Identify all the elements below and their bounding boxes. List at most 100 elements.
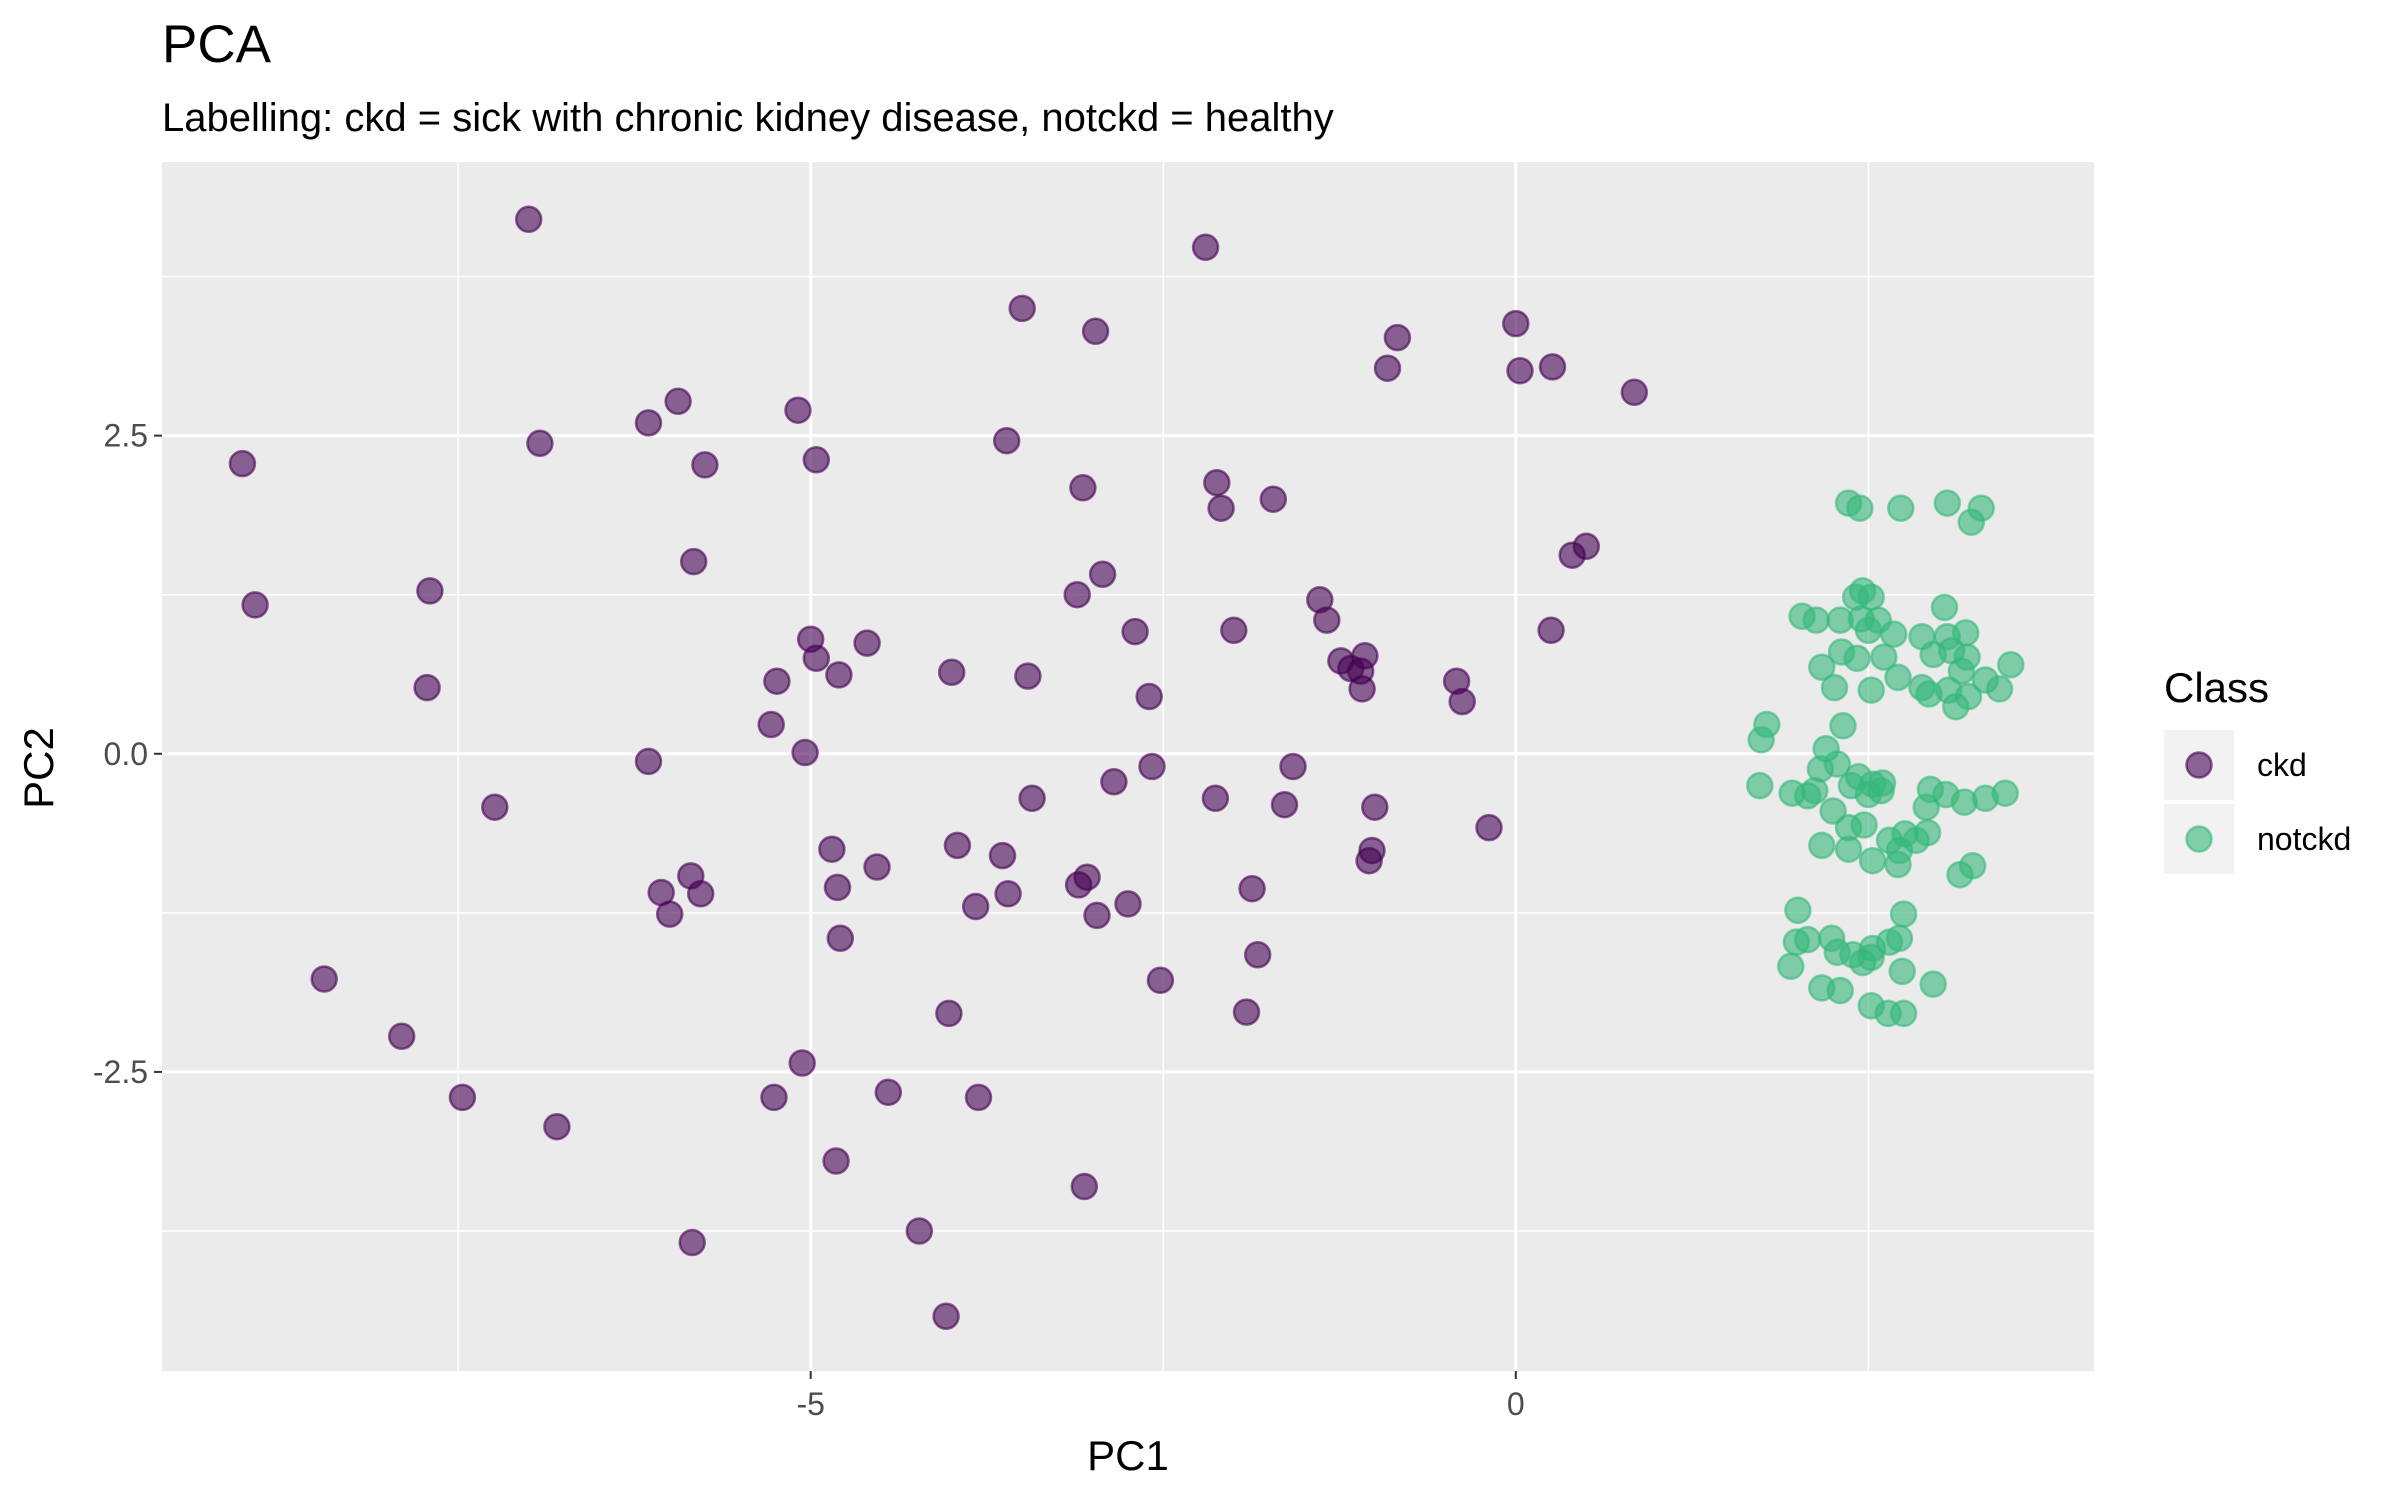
point-ckd	[1572, 532, 1601, 561]
point-ckd	[760, 1083, 788, 1112]
major-gridlines	[162, 162, 2094, 1371]
point-ckd	[1100, 768, 1128, 796]
point-notckd	[1746, 771, 1774, 800]
plot-panel	[162, 162, 2094, 1371]
point-ckd	[802, 644, 831, 673]
point-notckd	[1997, 650, 2025, 679]
point-notckd	[1885, 924, 1914, 953]
point-notckd	[1858, 846, 1887, 875]
x-tick-label: 0	[1507, 1386, 1525, 1422]
point-ckd	[791, 738, 819, 767]
point-notckd	[1867, 776, 1895, 805]
point-notckd	[1958, 852, 1987, 880]
point-ckd	[1313, 606, 1341, 634]
point-ckd	[526, 429, 554, 458]
point-ckd	[1361, 793, 1389, 821]
point-ckd	[686, 880, 715, 908]
point-ckd	[1448, 687, 1476, 716]
point-notckd	[1870, 643, 1898, 671]
point-ckd	[514, 205, 543, 234]
point-ckd	[802, 446, 831, 474]
point-ckd	[1538, 353, 1567, 381]
legend-label-ckd: ckd	[2257, 747, 2307, 783]
point-notckd	[1857, 676, 1885, 704]
legend: Class ckd notckd	[2164, 664, 2351, 874]
point-ckd	[1081, 317, 1110, 346]
point-ckd	[241, 591, 269, 619]
legend-title: Class	[2164, 664, 2269, 711]
point-ckd	[678, 1228, 706, 1257]
point-ckd	[961, 892, 990, 921]
point-notckd	[1793, 782, 1822, 810]
y-axis-title: PC2	[15, 727, 62, 809]
point-notckd	[1919, 970, 1947, 998]
point-ckd	[1537, 616, 1565, 645]
point-ckd	[1063, 580, 1091, 609]
point-notckd	[1820, 673, 1849, 702]
legend-marker-notckd	[2185, 825, 2213, 853]
point-ckd	[788, 1049, 816, 1077]
point-notckd	[1808, 653, 1836, 681]
point-ckd	[1232, 998, 1261, 1026]
point-ckd	[1008, 294, 1036, 323]
point-notckd	[1879, 620, 1908, 648]
point-ckd	[935, 999, 963, 1028]
point-ckd	[387, 1022, 416, 1051]
point-ckd	[988, 841, 1017, 870]
point-ckd	[1088, 560, 1117, 589]
point-ckd	[1355, 846, 1383, 875]
point-ckd	[1351, 642, 1379, 670]
data-points	[228, 205, 2025, 1331]
point-notckd	[1913, 818, 1942, 847]
point-ckd	[992, 426, 1021, 455]
point-notckd	[1846, 494, 1874, 522]
point-notckd	[1884, 850, 1912, 879]
point-ckd	[823, 873, 852, 902]
point-ckd	[1620, 378, 1649, 407]
point-ckd	[1114, 890, 1142, 918]
point-notckd	[1947, 657, 1976, 685]
point-ckd	[634, 747, 663, 776]
point-ckd	[481, 793, 509, 821]
point-notckd	[1991, 779, 2019, 807]
x-axis-ticks: -5 0	[796, 1371, 1525, 1422]
x-tick-label: -5	[796, 1386, 824, 1422]
point-ckd	[1203, 468, 1231, 497]
point-ckd	[784, 396, 812, 424]
point-ckd	[413, 673, 441, 702]
point-ckd	[1373, 354, 1402, 382]
point-ckd	[943, 831, 972, 860]
point-ckd	[1018, 784, 1046, 813]
point-ckd	[1238, 874, 1266, 903]
point-ckd	[825, 661, 853, 689]
point-ckd	[1070, 1172, 1099, 1201]
point-ckd	[1135, 682, 1163, 711]
legend-marker-ckd	[2185, 751, 2213, 779]
point-ckd	[416, 577, 444, 605]
point-ckd	[1014, 662, 1042, 690]
point-ckd	[757, 710, 785, 739]
point-notckd	[1933, 489, 1962, 517]
point-ckd	[1506, 356, 1534, 385]
point-notckd	[1843, 644, 1871, 673]
point-notckd	[1857, 992, 1885, 1020]
legend-label-notckd: notckd	[2257, 821, 2351, 857]
point-notckd	[1826, 976, 1854, 1005]
y-tick-label: -2.5	[93, 1054, 148, 1090]
x-axis-title: PC1	[1087, 1432, 1169, 1479]
point-ckd	[1201, 784, 1230, 813]
point-ckd	[1138, 752, 1166, 781]
point-ckd	[448, 1083, 477, 1112]
point-ckd	[664, 387, 692, 416]
y-axis-ticks: -2.5 0.0 2.5	[93, 418, 162, 1090]
point-ckd	[1243, 941, 1272, 969]
point-ckd	[1270, 790, 1299, 819]
point-ckd	[964, 1083, 993, 1112]
point-ckd	[937, 658, 966, 687]
point-ckd	[994, 880, 1022, 908]
chart-title: PCA	[162, 15, 272, 74]
point-notckd	[1889, 900, 1918, 928]
point-ckd	[1083, 901, 1111, 930]
point-ckd	[1279, 752, 1307, 781]
